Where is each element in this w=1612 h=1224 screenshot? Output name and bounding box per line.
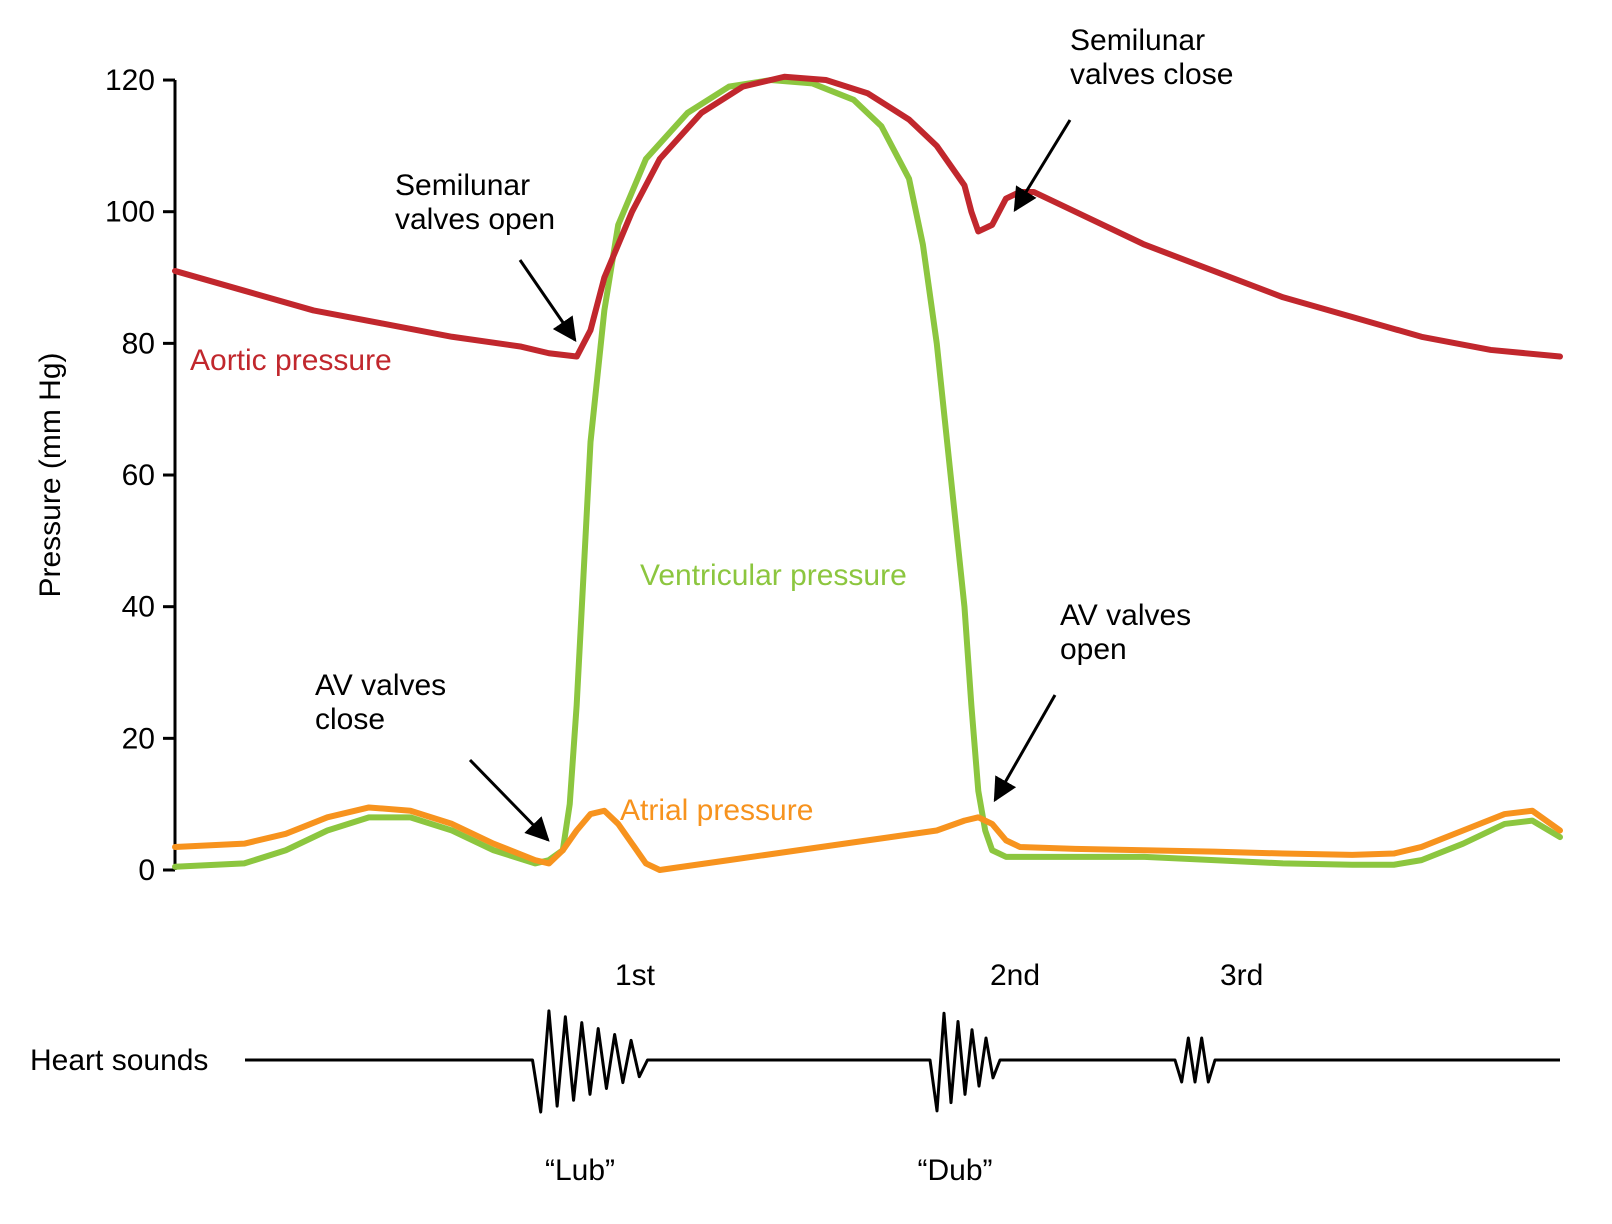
heart-sounds-trace <box>245 1011 1560 1112</box>
annotation-sl_open-text: Semilunar <box>395 169 530 202</box>
y-tick-label: 20 <box>122 722 155 755</box>
heart-sound-2nd-label-bottom: “Dub” <box>917 1154 992 1187</box>
annotation-sl_close-text: valves close <box>1070 58 1233 91</box>
y-tick-label: 0 <box>138 854 155 887</box>
y-tick-label: 120 <box>105 64 155 97</box>
heart-sounds-label: Heart sounds <box>30 1044 208 1077</box>
annotation-sl_open-arrow <box>520 260 575 340</box>
y-tick-label: 60 <box>122 459 155 492</box>
heart-sound-2nd-label-top: 2nd <box>990 959 1040 992</box>
y-tick-label: 80 <box>122 327 155 360</box>
annotation-av_close-text: close <box>315 703 385 736</box>
annotation-av_open-arrow <box>995 695 1055 800</box>
ventricular-pressure-line <box>175 80 1560 867</box>
heart-sound-3rd-label-top: 3rd <box>1220 959 1263 992</box>
annotation-av_close-arrow <box>470 760 548 840</box>
y-tick-label: 40 <box>122 591 155 624</box>
heart-sound-1st-label-top: 1st <box>615 959 656 992</box>
annotation-sl_open-text: valves open <box>395 203 555 236</box>
atrial-series-label: Atrial pressure <box>620 794 813 827</box>
ventricular-series-label: Ventricular pressure <box>640 559 907 592</box>
annotation-av_open-text: open <box>1060 633 1127 666</box>
annotation-sl_close-text: Semilunar <box>1070 24 1205 57</box>
y-axis-label: Pressure (mm Hg) <box>34 353 67 598</box>
aortic-pressure-line <box>175 77 1560 357</box>
annotation-av_close-text: AV valves <box>315 669 446 702</box>
annotation-av_open-text: AV valves <box>1060 599 1191 632</box>
aortic-series-label: Aortic pressure <box>190 344 392 377</box>
heart-sound-1st-label-bottom: “Lub” <box>545 1154 615 1187</box>
y-tick-label: 100 <box>105 196 155 229</box>
